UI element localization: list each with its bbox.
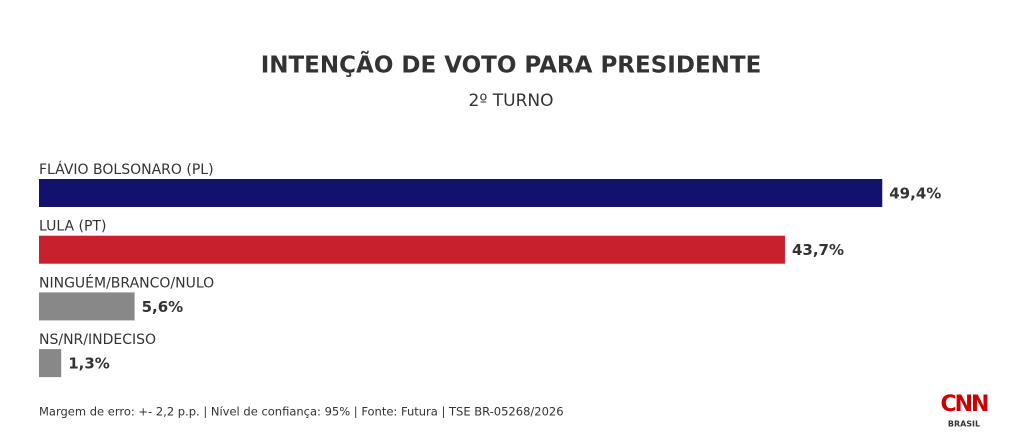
bar	[39, 292, 135, 321]
category-label: NS/NR/INDECISO	[39, 332, 156, 348]
value-label: 43,7%	[792, 241, 844, 259]
bar	[39, 235, 785, 264]
category-label: NINGUÉM/BRANCO/NULO	[39, 274, 214, 291]
category-label: FLÁVIO BOLSONARO (PL)	[39, 161, 214, 178]
value-label: 49,4%	[889, 185, 941, 203]
bar	[39, 349, 62, 378]
chart-subtitle: 2º TURNO	[469, 91, 554, 111]
logo-subtext: BRASIL	[948, 420, 980, 429]
footnote: Margem de erro: +- 2,2 p.p. | Nível de c…	[39, 405, 564, 419]
chart-title: INTENÇÃO DE VOTO PARA PRESIDENTE	[261, 51, 762, 79]
bar	[39, 179, 883, 207]
value-label: 1,3%	[68, 355, 110, 373]
value-label: 5,6%	[142, 298, 184, 316]
logo: CNN BRASIL	[941, 392, 991, 429]
logo-text: CNN	[941, 392, 989, 417]
category-label: LULA (PT)	[39, 219, 106, 235]
